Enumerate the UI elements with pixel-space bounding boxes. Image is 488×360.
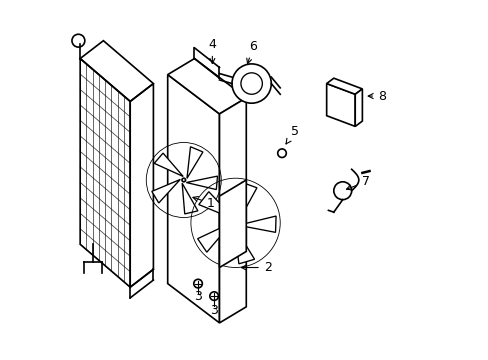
Polygon shape [186,147,203,178]
Polygon shape [167,75,219,323]
Polygon shape [219,180,246,267]
Polygon shape [186,176,217,190]
Polygon shape [151,179,180,203]
Polygon shape [238,182,256,221]
Circle shape [231,64,271,103]
Text: 8: 8 [367,90,385,103]
Polygon shape [154,153,183,176]
Text: 4: 4 [208,38,216,63]
Polygon shape [182,183,198,214]
Text: 1: 1 [193,197,214,210]
Text: 3: 3 [210,304,218,317]
Text: 2: 2 [241,261,271,274]
Polygon shape [199,192,234,219]
Polygon shape [197,222,231,252]
Polygon shape [234,226,254,264]
Polygon shape [219,98,246,323]
Text: 5: 5 [285,125,298,144]
Text: 6: 6 [246,40,257,64]
Polygon shape [326,84,354,126]
Polygon shape [354,89,362,126]
Polygon shape [326,78,362,94]
Text: 3: 3 [194,289,202,303]
Polygon shape [238,216,276,232]
Circle shape [333,182,351,200]
Text: 7: 7 [346,175,369,190]
Polygon shape [167,59,246,114]
